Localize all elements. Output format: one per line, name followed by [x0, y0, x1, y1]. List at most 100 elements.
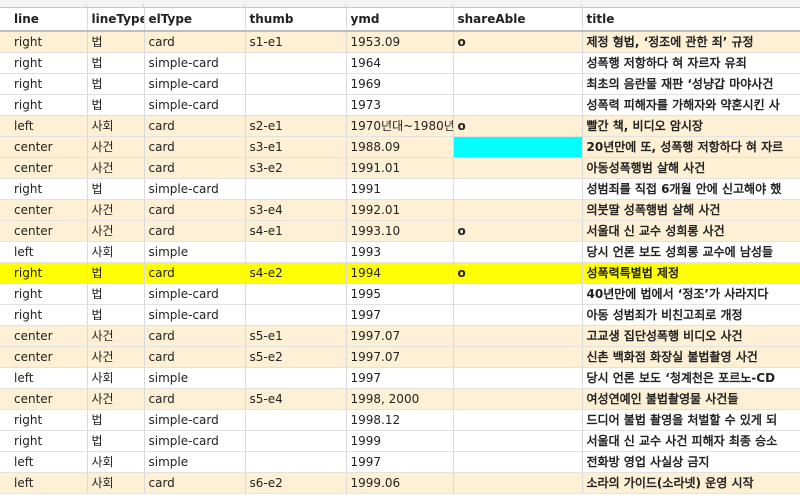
cell-shareable[interactable]	[453, 94, 583, 116]
column-letter-f[interactable]	[453, 4, 582, 7]
cell-eltype[interactable]: simple	[144, 367, 246, 389]
cell-linetype[interactable]: 사건	[87, 388, 145, 410]
cell-line[interactable]: right	[0, 178, 88, 200]
header-cell-lineType[interactable]: lineType	[87, 8, 145, 32]
cell-line[interactable]: right	[0, 304, 88, 326]
cell-line[interactable]: left	[0, 472, 88, 494]
cell-shareable[interactable]	[453, 157, 583, 179]
cell-linetype[interactable]: 사회	[87, 472, 145, 494]
cell-linetype[interactable]: 법	[87, 262, 145, 284]
cell-ymd[interactable]: 1997	[346, 304, 454, 326]
cell-title[interactable]: 고교생 집단성폭행 비디오 사건	[582, 325, 800, 347]
cell-linetype[interactable]: 법	[87, 430, 145, 452]
cell-line[interactable]: right	[0, 409, 88, 431]
cell-line[interactable]: left	[0, 241, 88, 263]
cell-eltype[interactable]: card	[144, 472, 246, 494]
cell-eltype[interactable]: simple-card	[144, 178, 246, 200]
cell-ymd[interactable]: 1995	[346, 283, 454, 305]
cell-title[interactable]: 여성연예인 불법촬영물 사건들	[582, 388, 800, 410]
cell-linetype[interactable]: 법	[87, 31, 145, 53]
header-cell-line[interactable]: line	[0, 8, 88, 32]
cell-thumb[interactable]: s5-e2	[245, 346, 347, 368]
cell-shareable[interactable]: o	[453, 220, 583, 242]
cell-ymd[interactable]: 1988.09	[346, 136, 454, 158]
cell-eltype[interactable]: simple	[144, 451, 246, 473]
cell-thumb[interactable]	[245, 52, 347, 74]
cell-shareable[interactable]	[453, 241, 583, 263]
cell-shareable[interactable]	[453, 451, 583, 473]
cell-eltype[interactable]: simple-card	[144, 94, 246, 116]
cell-linetype[interactable]: 사회	[87, 241, 145, 263]
cell-thumb[interactable]	[245, 241, 347, 263]
cell-ymd[interactable]: 1997	[346, 367, 454, 389]
cell-ymd[interactable]: 1993	[346, 241, 454, 263]
cell-linetype[interactable]: 법	[87, 283, 145, 305]
cell-thumb[interactable]	[245, 367, 347, 389]
cell-linetype[interactable]: 사건	[87, 136, 145, 158]
cell-title[interactable]: 성폭력 피해자를 가해자와 약혼시킨 사	[582, 94, 800, 116]
cell-line[interactable]: center	[0, 199, 88, 221]
cell-line[interactable]: right	[0, 430, 88, 452]
cell-title[interactable]: 제정 형법, ‘정조에 관한 죄’ 규정	[582, 31, 800, 53]
cell-line[interactable]: right	[0, 73, 88, 95]
cell-thumb[interactable]: s5-e1	[245, 325, 347, 347]
cell-ymd[interactable]: 1998, 2000	[346, 388, 454, 410]
cell-eltype[interactable]: card	[144, 220, 246, 242]
cell-line[interactable]: right	[0, 31, 88, 53]
cell-title[interactable]: 의붓딸 성폭행범 살해 사건	[582, 199, 800, 221]
cell-thumb[interactable]	[245, 409, 347, 431]
column-letter-b[interactable]	[87, 4, 144, 7]
cell-eltype[interactable]: card	[144, 388, 246, 410]
cell-linetype[interactable]: 법	[87, 409, 145, 431]
cell-line[interactable]: left	[0, 451, 88, 473]
cell-shareable[interactable]	[453, 325, 583, 347]
cell-thumb[interactable]: s5-e4	[245, 388, 347, 410]
cell-title[interactable]: 서울대 신 교수 사건 피해자 최종 승소	[582, 430, 800, 452]
cell-linetype[interactable]: 법	[87, 73, 145, 95]
cell-title[interactable]: 아동 성범죄가 비친고죄로 개정	[582, 304, 800, 326]
cell-line[interactable]: left	[0, 115, 88, 137]
cell-thumb[interactable]: s3-e1	[245, 136, 347, 158]
cell-thumb[interactable]: s3-e4	[245, 199, 347, 221]
cell-linetype[interactable]: 사건	[87, 346, 145, 368]
header-cell-title[interactable]: title	[582, 8, 800, 32]
cell-title[interactable]: 전화방 영업 사실상 금지	[582, 451, 800, 473]
cell-shareable[interactable]	[453, 283, 583, 305]
cell-thumb[interactable]	[245, 283, 347, 305]
cell-shareable[interactable]	[453, 472, 583, 494]
cell-shareable[interactable]	[453, 346, 583, 368]
cell-line[interactable]: center	[0, 220, 88, 242]
cell-eltype[interactable]: simple-card	[144, 283, 246, 305]
cell-title[interactable]: 20년만에 또, 성폭행 저항하다 혀 자르	[582, 136, 800, 158]
cell-line[interactable]: left	[0, 367, 88, 389]
column-letter-a[interactable]	[0, 4, 87, 7]
cell-shareable[interactable]	[453, 199, 583, 221]
cell-ymd[interactable]: 1994	[346, 262, 454, 284]
cell-shareable[interactable]	[453, 136, 583, 158]
cell-thumb[interactable]: s1-e1	[245, 31, 347, 53]
cell-line[interactable]: right	[0, 262, 88, 284]
cell-title[interactable]: 신촌 백화점 화장실 불법촬영 사건	[582, 346, 800, 368]
cell-title[interactable]: 서울대 신 교수 성희롱 사건	[582, 220, 800, 242]
cell-linetype[interactable]: 사회	[87, 451, 145, 473]
column-letter-d[interactable]	[245, 4, 346, 7]
cell-line[interactable]: center	[0, 388, 88, 410]
header-cell-elType[interactable]: elType	[144, 8, 246, 32]
cell-title[interactable]: 아동성폭행범 살해 사건	[582, 157, 800, 179]
cell-linetype[interactable]: 사건	[87, 325, 145, 347]
cell-line[interactable]: center	[0, 136, 88, 158]
cell-title[interactable]: 당시 언론 보도 ‘청계천은 포르노-CD	[582, 367, 800, 389]
cell-line[interactable]: center	[0, 325, 88, 347]
cell-ymd[interactable]: 1969	[346, 73, 454, 95]
column-letter-c[interactable]	[144, 4, 245, 7]
cell-eltype[interactable]: card	[144, 325, 246, 347]
cell-linetype[interactable]: 법	[87, 52, 145, 74]
cell-eltype[interactable]: simple	[144, 241, 246, 263]
cell-line[interactable]: right	[0, 52, 88, 74]
cell-linetype[interactable]: 사회	[87, 115, 145, 137]
cell-ymd[interactable]: 1973	[346, 94, 454, 116]
cell-thumb[interactable]: s6-e2	[245, 472, 347, 494]
cell-eltype[interactable]: simple-card	[144, 409, 246, 431]
cell-shareable[interactable]	[453, 73, 583, 95]
cell-title[interactable]: 당시 언론 보도 성희롱 교수에 남성들	[582, 241, 800, 263]
